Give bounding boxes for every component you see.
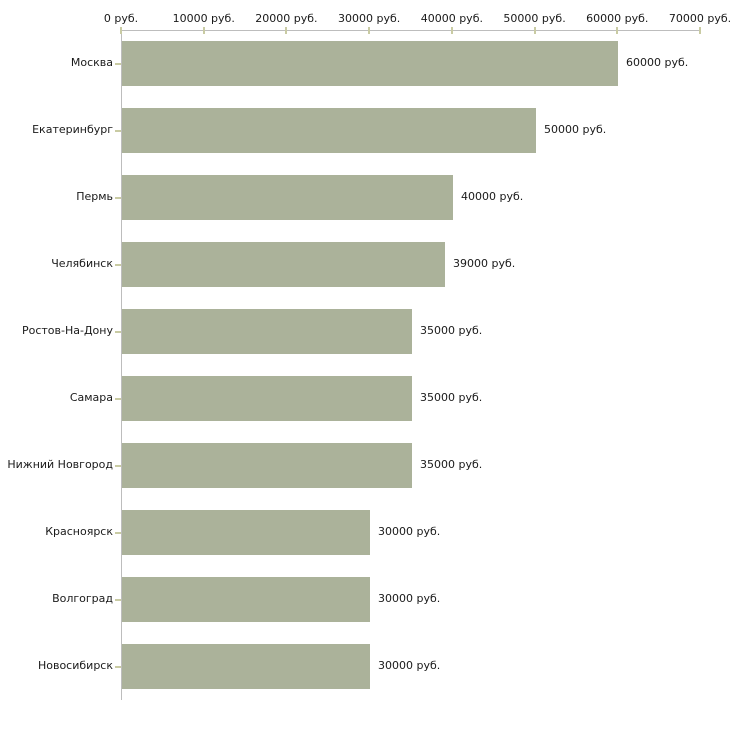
x-axis-tick-mark bbox=[202, 27, 205, 34]
x-axis-tick-mark bbox=[120, 27, 122, 34]
value-label: 35000 руб. bbox=[420, 391, 483, 404]
value-label: 30000 руб. bbox=[378, 525, 441, 538]
x-axis-tick-label: 10000 руб. bbox=[172, 12, 235, 25]
x-axis-tick-mark bbox=[368, 27, 371, 34]
category-label: Пермь bbox=[76, 190, 113, 203]
bar bbox=[122, 443, 412, 488]
y-axis-tick-mark bbox=[115, 63, 121, 65]
bar bbox=[122, 309, 412, 354]
y-axis-tick-mark bbox=[115, 130, 121, 132]
bar bbox=[122, 41, 618, 86]
y-axis-tick-mark bbox=[115, 264, 121, 266]
x-axis-tick-mark bbox=[616, 27, 619, 34]
category-label: Екатеринбург bbox=[32, 123, 113, 136]
y-axis-tick-mark bbox=[115, 398, 121, 400]
x-axis-tick-mark bbox=[285, 27, 288, 34]
bar bbox=[122, 644, 370, 689]
y-axis-tick-mark bbox=[115, 599, 121, 601]
category-label: Нижний Новгород bbox=[7, 458, 113, 471]
y-axis-line bbox=[121, 30, 122, 700]
x-axis-tick-mark bbox=[699, 27, 701, 34]
x-axis-tick-label: 0 руб. bbox=[103, 12, 139, 25]
value-label: 30000 руб. bbox=[378, 592, 441, 605]
bar bbox=[122, 108, 536, 153]
bar bbox=[122, 510, 370, 555]
bar bbox=[122, 376, 412, 421]
category-label: Челябинск bbox=[51, 257, 113, 270]
category-label: Волгоград bbox=[52, 592, 113, 605]
bar bbox=[122, 577, 370, 622]
category-label: Новосибирск bbox=[37, 659, 113, 672]
x-axis-tick-label: 20000 руб. bbox=[255, 12, 318, 25]
value-label: 40000 руб. bbox=[461, 190, 524, 203]
x-axis-tick-mark bbox=[450, 27, 453, 34]
bar bbox=[122, 242, 445, 287]
value-label: 50000 руб. bbox=[544, 123, 607, 136]
y-axis-tick-mark bbox=[115, 532, 121, 534]
bar bbox=[122, 175, 453, 220]
x-axis-tick-mark bbox=[533, 27, 536, 34]
y-axis-tick-mark bbox=[115, 666, 121, 668]
x-axis-tick-label: 40000 руб. bbox=[420, 12, 483, 25]
value-label: 39000 руб. bbox=[453, 257, 516, 270]
category-label: Москва bbox=[70, 56, 113, 69]
x-axis-tick-label: 30000 руб. bbox=[338, 12, 401, 25]
category-label: Самара bbox=[69, 391, 113, 404]
y-axis-tick-mark bbox=[115, 331, 121, 333]
y-axis-tick-mark bbox=[115, 465, 121, 467]
x-axis-tick-label: 60000 руб. bbox=[586, 12, 649, 25]
category-label: Красноярск bbox=[45, 525, 113, 538]
value-label: 30000 руб. bbox=[378, 659, 441, 672]
x-axis-tick-label: 50000 руб. bbox=[503, 12, 566, 25]
x-axis-tick-label: 70000 руб. bbox=[668, 12, 730, 25]
value-label: 60000 руб. bbox=[626, 56, 689, 69]
category-label: Ростов-На-Дону bbox=[21, 324, 113, 337]
y-axis-tick-mark bbox=[115, 197, 121, 199]
value-label: 35000 руб. bbox=[420, 458, 483, 471]
x-axis-line bbox=[121, 30, 701, 31]
value-label: 35000 руб. bbox=[420, 324, 483, 337]
